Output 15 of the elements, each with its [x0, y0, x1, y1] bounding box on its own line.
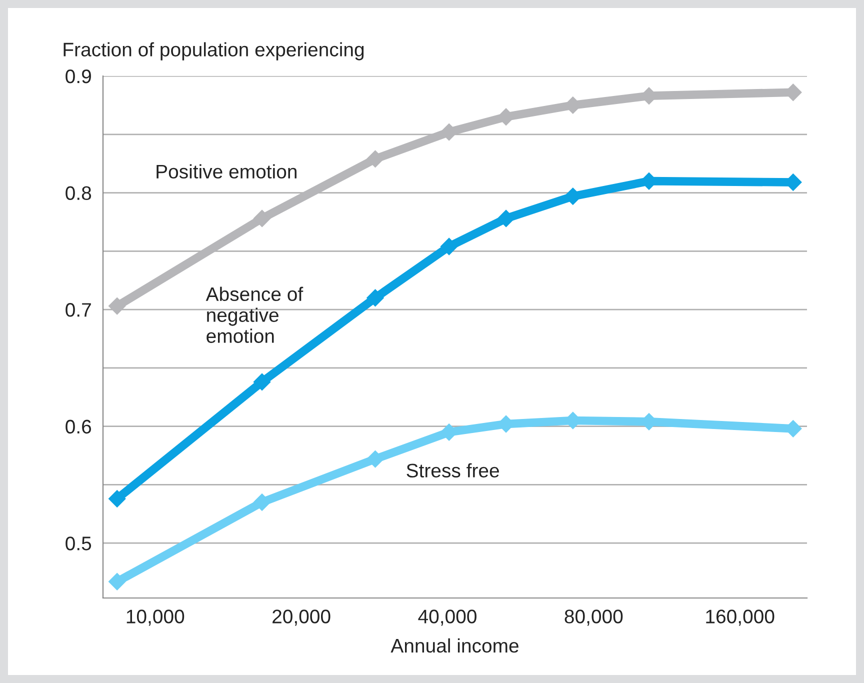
series-label: Absence of negative emotion — [206, 286, 304, 343]
x-tick-label: 80,000 — [564, 610, 623, 626]
x-tick-label: 160,000 — [706, 610, 774, 626]
y-tick-label: 0.7 — [66, 303, 91, 317]
y-tick-label: 0.5 — [66, 536, 92, 550]
x-tick-label: 40,000 — [418, 610, 476, 626]
x-tick-label: 20,000 — [272, 610, 330, 626]
y-axis-title: Fraction of population experiencing — [64, 42, 364, 60]
y-tick-label: 0.6 — [66, 420, 92, 434]
x-axis-title: Annual income — [390, 638, 518, 653]
x-tick-label: 10,000 — [126, 610, 184, 626]
series-label: Stress free — [406, 463, 499, 478]
series-label: Positive emotion — [156, 164, 296, 179]
y-tick-label: 0.8 — [66, 186, 92, 200]
y-tick-label: 0.9 — [66, 69, 91, 84]
